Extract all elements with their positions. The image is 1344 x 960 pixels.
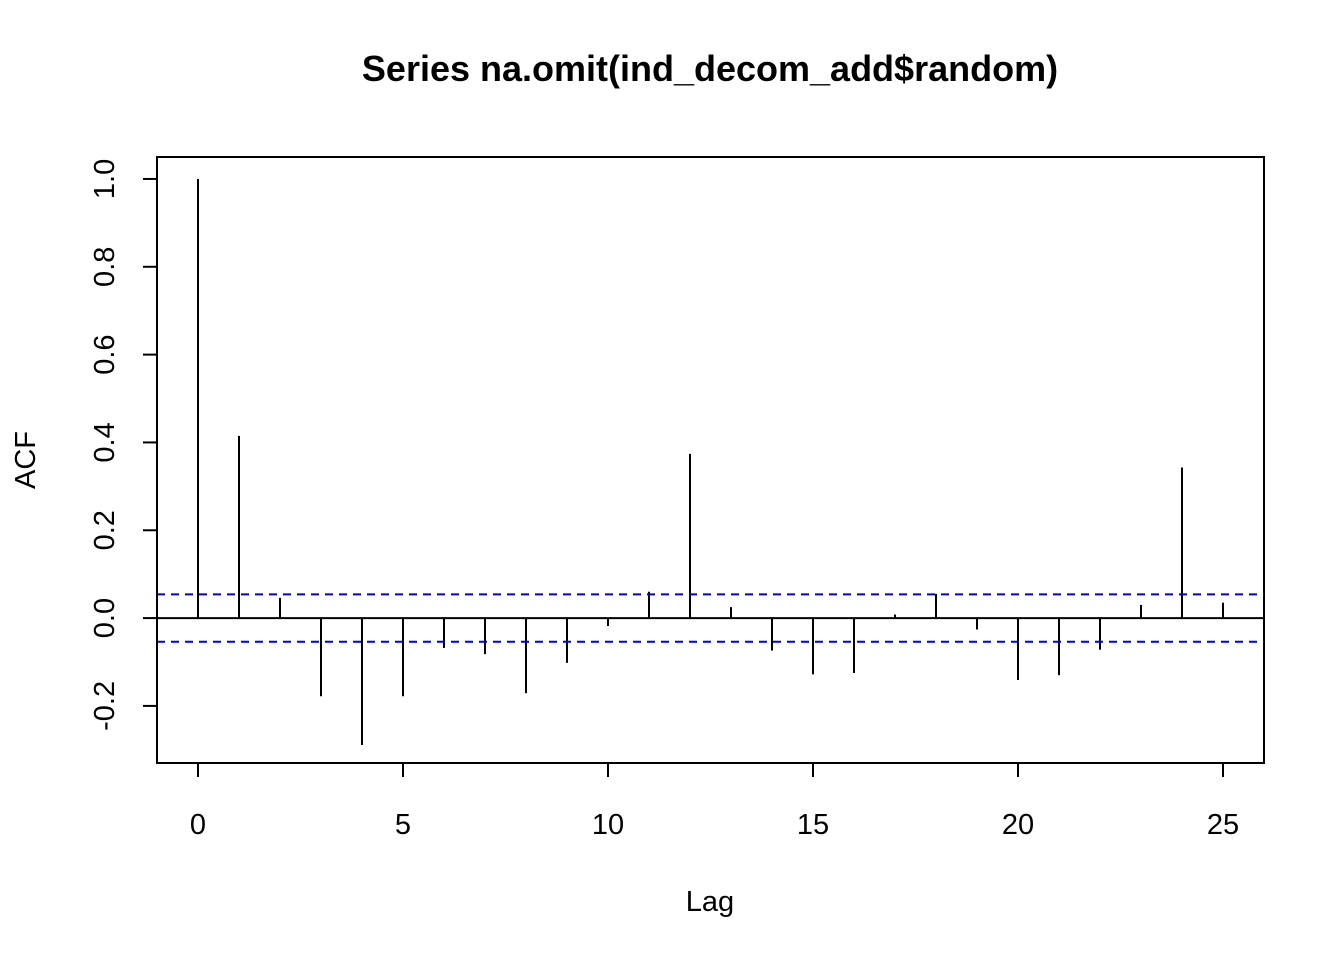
y-tick-label-6: 1.0 bbox=[89, 159, 121, 199]
x-tick-label-20: 20 bbox=[1002, 809, 1034, 841]
x-tick-label-0: 0 bbox=[190, 809, 206, 841]
acf-spikes bbox=[197, 178, 1224, 745]
y-tick-label-4: 0.6 bbox=[89, 334, 121, 374]
y-tick-label-2: 0.2 bbox=[89, 510, 121, 550]
chart-title: Series na.omit(ind_decom_add$random) bbox=[362, 48, 1058, 89]
y-axis: -0.2 0.0 0.2 0.4 0.6 0.8 1.0 bbox=[89, 159, 158, 731]
x-tick-label-15: 15 bbox=[797, 809, 829, 841]
plot-frame bbox=[156, 156, 1265, 764]
y-tick-label-5: 0.8 bbox=[89, 247, 121, 287]
x-axis-label: Lag bbox=[686, 886, 734, 918]
y-axis-label: ACF bbox=[10, 431, 42, 489]
y-tick-label-1: 0.0 bbox=[89, 598, 121, 638]
x-axis: 0 5 10 15 20 25 bbox=[190, 762, 1239, 841]
x-tick-label-5: 5 bbox=[395, 809, 411, 841]
y-tick-label-0: -0.2 bbox=[89, 681, 121, 731]
confidence-bands bbox=[157, 593, 1264, 643]
y-tick-label-3: 0.4 bbox=[89, 422, 121, 462]
x-tick-label-10: 10 bbox=[592, 809, 624, 841]
x-tick-label-25: 25 bbox=[1207, 809, 1239, 841]
